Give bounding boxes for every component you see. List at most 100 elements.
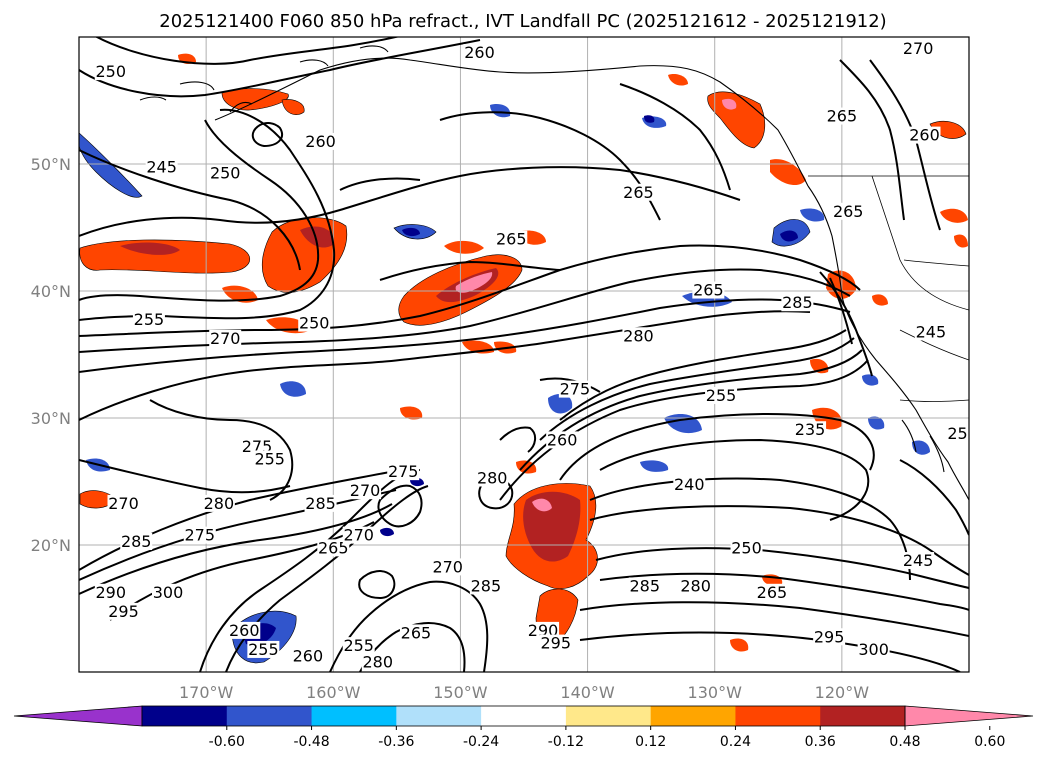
contour-label: 300 [858,640,889,659]
contour-label-backdrop [902,40,935,58]
contour-label: 250 [210,164,241,183]
contour-label: 265 [827,107,858,126]
contour-label: 265 [496,230,527,249]
figure-title: 2025121400 F060 850 hPa refract., IVT La… [159,11,886,32]
contour-label-backdrop [387,463,420,481]
coastlines [139,45,969,501]
longitude-tick-label: 120°W [815,683,870,702]
contour-label-backdrop [857,640,890,658]
contour-label-backdrop [349,482,382,500]
contour-label: 250 [96,62,127,81]
contour-label-backdrop [291,647,324,665]
contour-label-backdrop [832,202,865,220]
contour-label-backdrop [107,494,140,512]
contour-label-backdrop [298,314,331,332]
contour-label: 270 [350,481,381,500]
contour-label: 260 [464,43,495,62]
colorbar-segment [396,706,482,726]
longitude-tick-labels: 170°W 160°W 150°W 140°W 130°W 120°W [179,683,869,702]
contour-labels: 250 260 270 260 245 250 265 265 265 265 260 265 285 2… [94,39,969,672]
contour-label: 235 [795,420,826,439]
colorbar: -0.60 -0.48 -0.36 -0.24 -0.12 0.12 0.24 0.36 0.4… [13,705,1034,750]
contour-label-backdrop [730,539,763,557]
colorbar-tick-label: 0.12 [635,734,666,750]
contour-label: 250 [731,538,762,557]
contour-label: 270 [210,329,241,348]
contour-label: 295 [108,602,139,621]
colorbar-segment [226,706,313,726]
contour-label: 275 [388,462,419,481]
colorbar-segment [142,706,228,726]
colorbar-tick-label: -0.60 [209,734,245,750]
contour-label-backdrop [247,640,280,658]
contour-label-backdrop [755,583,788,601]
contour-label-backdrop [94,583,127,601]
contour-label-backdrop [304,494,337,512]
contour-label-backdrop [825,107,858,125]
contour-label: 255 [343,636,374,655]
contour-label-backdrop [914,323,947,341]
contour-label-backdrop [546,431,579,449]
contour-label: 260 [305,132,336,151]
contour-label-backdrop [781,294,814,312]
colorbar-outline [141,705,906,727]
colorbar-extend-high [904,705,1034,727]
contour-label: 280 [204,494,235,513]
contour-label: 260 [547,430,578,449]
contour-label-backdrop [202,494,235,512]
contour-label-backdrop [317,539,350,557]
latitude-tick-label: 50°N [31,155,71,174]
contour-label-backdrop [673,475,706,493]
contour-label: 265 [318,538,349,557]
colorbar-extend-low [13,705,143,727]
contour-label-backdrop [558,380,591,398]
latitude-tick-label: 30°N [31,409,71,428]
contour-label: 250 [299,314,330,333]
map-panel: 250 260 270 260 245 250 265 265 265 265 260 265 285 2… [78,36,970,673]
contour-label: 265 [401,623,432,642]
contour-label-backdrop [622,327,655,345]
contour-label-backdrop [342,637,375,655]
contour-label: 280 [477,469,508,488]
contour-label-backdrop [902,552,935,570]
contour-label-backdrop [94,63,127,81]
colorbar-tick-label: 0.36 [805,734,836,750]
contour-label-backdrop [209,164,242,182]
contour-label-backdrop [705,386,738,404]
colorbar-segment [735,706,821,726]
colorbar-tick-label: 0.60 [974,734,1005,750]
contour-label: 285 [630,576,661,595]
contour-label-backdrop [622,183,655,201]
contour-label: 275 [560,380,591,399]
contour-label-backdrop [152,583,184,601]
contour-label-backdrop [120,533,153,550]
colorbar-segment [481,706,567,726]
longitude-tick-label: 140°W [560,683,615,702]
longitude-tick-label: 130°W [688,683,743,702]
colorbar-tick-label: -0.36 [378,734,414,750]
contour-label: 245 [903,551,934,570]
colorbar-tick-label: 0.48 [889,734,920,750]
colorbar-tick-label: 0.24 [720,734,751,750]
latitude-tick-labels: 20°N 30°N 40°N 50°N [31,155,71,555]
contour-label-backdrop [132,310,165,328]
contour-label: 270 [432,557,463,576]
contour-label: 270 [343,526,374,545]
contour-label-backdrop [946,425,969,443]
contour-label-backdrop [304,132,337,150]
contour-label-backdrop [361,653,394,671]
contour-label: 285 [471,576,502,595]
contour-label-backdrop [183,526,216,544]
contour-label: 290 [96,583,127,602]
contour-label: 255 [248,640,279,659]
latitude-tick-label: 20°N [31,536,71,555]
contour-label-backdrop [495,230,528,248]
contour-label: 265 [757,583,788,602]
contour-label: 245 [916,322,947,341]
colorbar-tick-label: -0.12 [548,734,584,750]
contour-label-backdrop [469,577,502,595]
political-borders [808,175,969,402]
contour-label-backdrop [145,158,178,176]
map-frame [78,36,970,673]
